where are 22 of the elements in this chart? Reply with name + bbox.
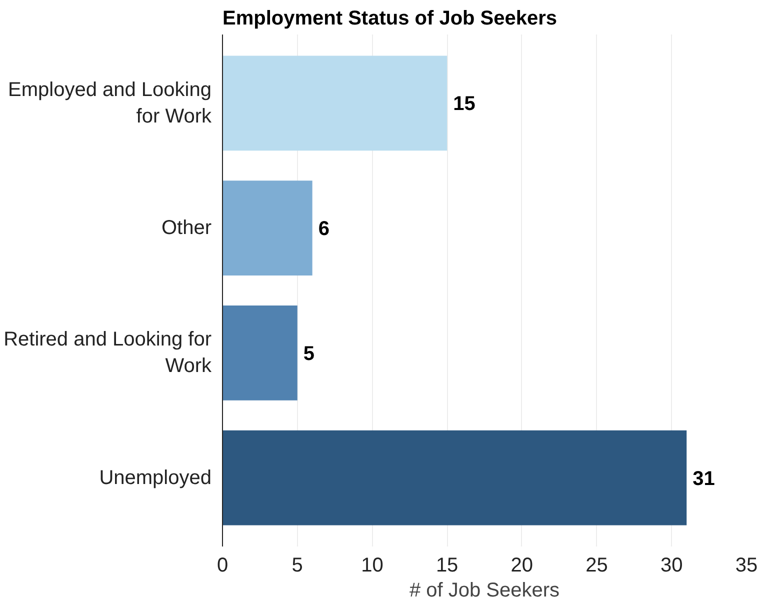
data-label: 5 (303, 342, 314, 365)
x-tick-label: 20 (510, 554, 534, 576)
x-tick-label: 0 (216, 554, 228, 576)
y-tick-label: Other (161, 217, 212, 240)
y-tick-label: Unemployed (99, 466, 212, 489)
x-tick-label: 10 (361, 554, 384, 576)
bar (222, 180, 312, 276)
data-label: 31 (692, 468, 715, 490)
x-tick-label: 35 (735, 554, 758, 576)
x-tick-label: 15 (436, 554, 458, 576)
y-tick-label: Employed and Looking for Work (8, 78, 212, 128)
x-axis-title: # of Job Seekers (409, 580, 560, 602)
bar (222, 56, 448, 151)
data-label: 15 (453, 93, 476, 116)
x-tick-label: 5 (292, 554, 303, 576)
data-label: 6 (318, 218, 330, 240)
chart-title: Employment Status of Job Seekers (222, 8, 558, 30)
y-tick-label: Retired and Looking for Work (4, 328, 212, 378)
bar (222, 430, 687, 526)
bar (222, 305, 298, 400)
x-tick-label: 30 (660, 554, 683, 576)
x-tick-label: 25 (586, 554, 608, 576)
